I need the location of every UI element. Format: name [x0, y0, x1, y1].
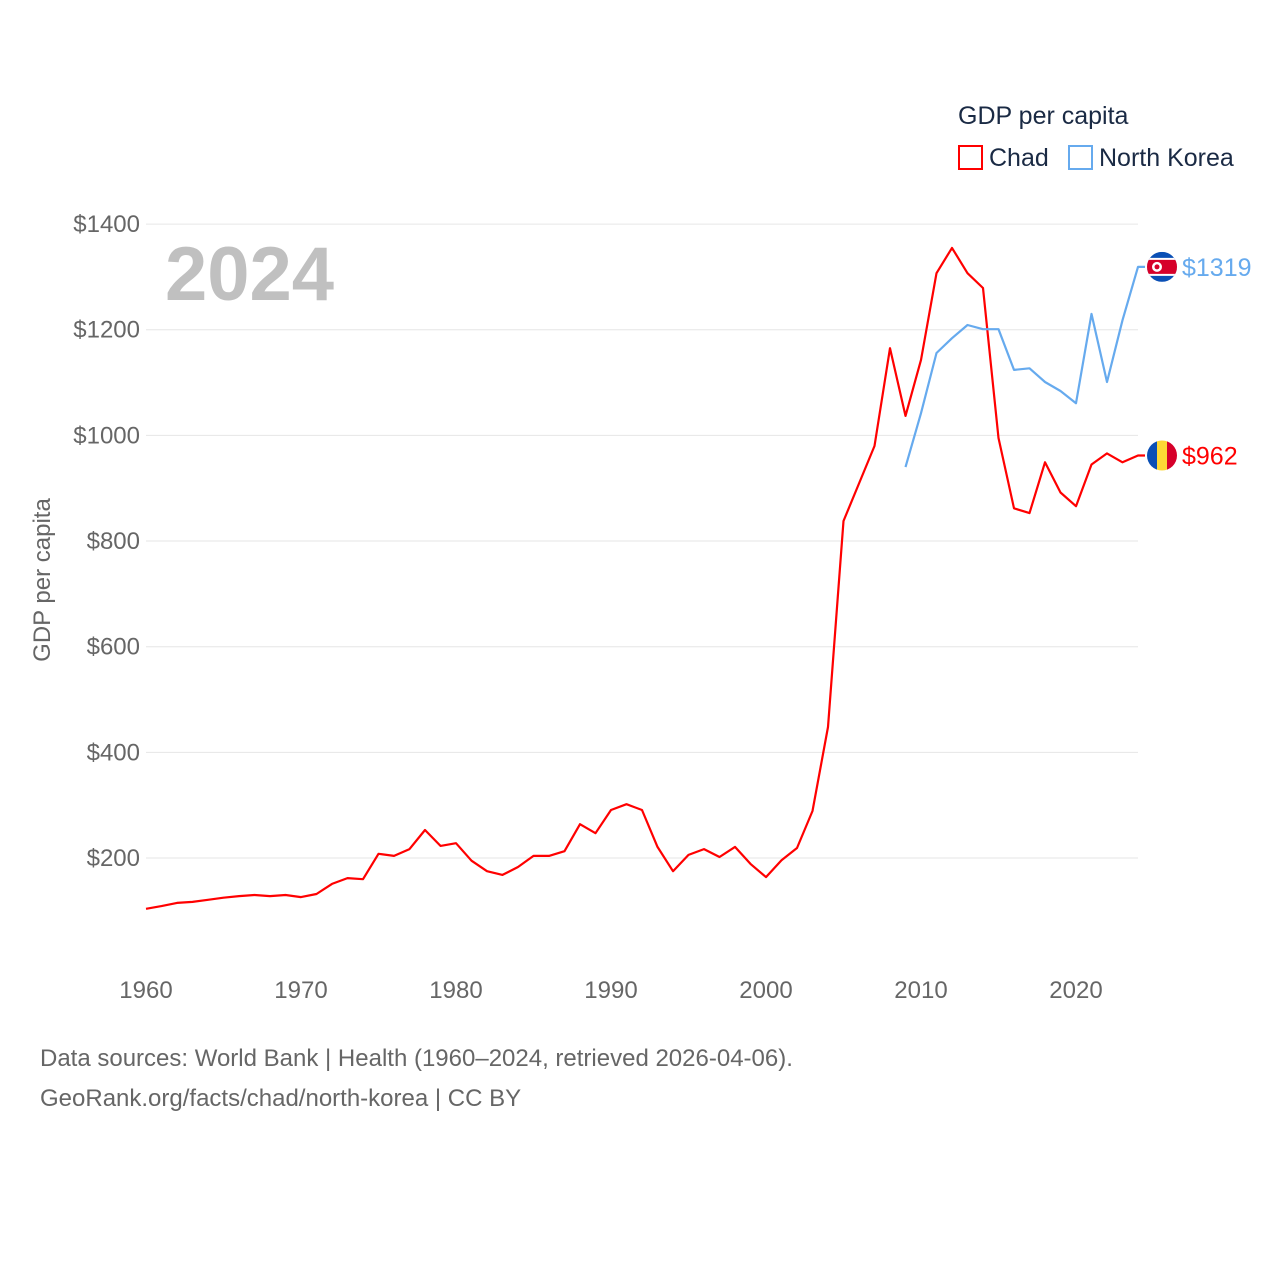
y-tick-label: $1000 [73, 422, 140, 449]
legend-swatch-chad [958, 145, 983, 170]
x-tick-label: 2010 [894, 977, 947, 1004]
y-tick-label: $600 [87, 634, 140, 661]
legend-item-north-korea[interactable]: North Korea [1068, 144, 1234, 172]
x-tick-label: 1970 [274, 977, 327, 1004]
flag-stripe-blue [1147, 440, 1157, 471]
north-korea-flag-icon [1147, 251, 1177, 282]
flag-stripe-yellow [1157, 440, 1167, 471]
legend-label-chad: Chad [989, 144, 1049, 172]
y-axis-ticks: $200 $400 $600 $800 $1000 $1200 $1400 [73, 211, 140, 872]
series-lines [145, 246, 1145, 910]
y-tick-label: $1200 [73, 317, 140, 344]
y-axis-label: GDP per capita [29, 498, 56, 662]
end-value-label: $962 [1182, 442, 1238, 470]
year-label: 2024 [165, 232, 334, 317]
y-tick-label: $400 [87, 739, 140, 766]
x-axis-ticks: 1960 1970 1980 1990 2000 2010 2020 [119, 977, 1102, 1004]
flag-body [1147, 251, 1177, 282]
x-tick-label: 2020 [1049, 977, 1102, 1004]
y-tick-label: $200 [87, 845, 140, 872]
grid-lines [146, 223, 1138, 859]
y-tick-label: $800 [87, 528, 140, 555]
end-labels: $962 $1319 [1147, 251, 1252, 471]
x-tick-label: 1980 [429, 977, 482, 1004]
footer-link[interactable]: GeoRank.org/facts/chad/north-korea | CC … [40, 1085, 522, 1112]
footer-sources: Data sources: World Bank | Health (1960–… [40, 1045, 793, 1072]
legend-item-chad[interactable]: Chad [958, 144, 1049, 172]
legend-label-north-korea: North Korea [1099, 144, 1234, 172]
legend-swatch-north-korea [1068, 145, 1093, 170]
legend-title: GDP per capita [958, 102, 1129, 130]
y-tick-label: $1400 [73, 211, 140, 238]
chad-flag-icon [1147, 440, 1177, 471]
flag-body [1147, 440, 1177, 471]
flag-star [1154, 264, 1160, 270]
x-tick-label: 1990 [584, 977, 637, 1004]
x-tick-label: 1960 [119, 977, 172, 1004]
series-line-chad [145, 246, 1145, 910]
flag-stripe-red [1167, 440, 1177, 471]
series-line-north-korea [904, 265, 1145, 468]
end-value-label: $1319 [1182, 254, 1252, 282]
x-tick-label: 2000 [739, 977, 792, 1004]
